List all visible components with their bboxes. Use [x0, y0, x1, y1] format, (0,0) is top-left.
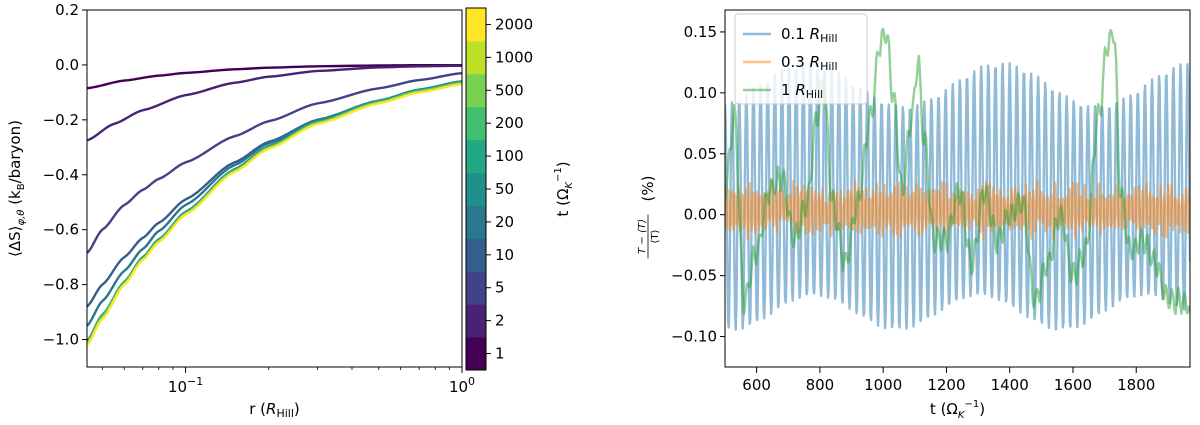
colorbar-tick-label: 100 — [495, 147, 524, 165]
colorbar-band — [466, 73, 486, 108]
right-x-axis-label: t (ΩK−1) — [930, 399, 985, 421]
legend-label: 0.3 RHill — [781, 53, 838, 73]
entropy-curve-t10 — [86, 71, 463, 254]
colorbar-bands — [466, 8, 486, 371]
left-plot-area — [87, 10, 462, 367]
left-y-axis-label: ⟨ΔS⟩φ,θ (kB/baryon) — [6, 120, 27, 257]
entropy-curves — [86, 63, 463, 346]
x-tick-label: 1200 — [927, 376, 965, 394]
colorbar-tick-label: 2 — [495, 312, 505, 330]
right-x-axis-ticks: 600 800 1000 1200 1400 1600 1800 — [742, 367, 1155, 394]
y-tick-label: 0.05 — [684, 145, 717, 163]
x-tick-label: 600 — [742, 376, 771, 394]
x-tick-label: 10−1 — [168, 375, 203, 396]
legend-items: 0.1 RHill 0.3 RHill 1 RHill — [743, 25, 838, 101]
legend-label: 1 RHill — [781, 81, 823, 101]
colorbar-band — [466, 304, 486, 338]
right-y-axis-label: T − ⟨T⟩ ⟨T⟩ (%) — [637, 176, 661, 259]
colorbar-band — [466, 205, 486, 239]
y-tick-label: −0.4 — [43, 166, 79, 184]
colorbar-tick-label: 10 — [495, 246, 514, 264]
y-tick-label: −0.8 — [43, 276, 79, 294]
colorbar-tick-label: 500 — [495, 81, 524, 99]
colorbar-label: t (ΩK−1) — [553, 161, 575, 216]
colorbar-ticks: 1 2 5 10 20 50 100 200 500 1000 2000 — [486, 15, 533, 363]
right-y-label-denominator: ⟨T⟩ — [650, 229, 661, 243]
temperature-series-2 — [725, 179, 1190, 241]
colorbar-band — [466, 271, 486, 305]
y-tick-label: 0.2 — [55, 1, 79, 19]
entropy-profile-panel: 0.2 0.0 −0.2 −0.4 −0.6 −0.8 −1.0 10−1 100 r (RH… — [6, 1, 475, 420]
y-tick-label: 0.10 — [684, 84, 717, 102]
x-tick-label: 1600 — [1054, 376, 1092, 394]
colorbar-tick-label: 200 — [495, 114, 524, 132]
colorbar-band — [466, 106, 486, 141]
entropy-curve-t2000 — [86, 82, 463, 346]
left-y-axis-ticks: 0.2 0.0 −0.2 −0.4 −0.6 −0.8 −1.0 — [43, 1, 87, 349]
colorbar-band — [466, 139, 486, 174]
y-tick-label: −0.2 — [43, 111, 79, 129]
right-y-label-unit: (%) — [639, 176, 657, 202]
colorbar-band — [466, 337, 486, 371]
y-tick-label: −0.10 — [671, 328, 717, 346]
legend: 0.1 RHill 0.3 RHill 1 RHill — [734, 13, 868, 105]
x-tick-label: 1000 — [864, 376, 902, 394]
x-tick-label: 1400 — [991, 376, 1029, 394]
left-plot-frame — [86, 9, 463, 368]
right-y-label-numerator: T − ⟨T⟩ — [637, 219, 648, 254]
temperature-fluctuation-panel: 0.15 0.10 0.05 0.00 −0.05 −0.10 600 800 1000 120… — [637, 9, 1191, 421]
colorbar-band — [466, 40, 486, 75]
entropy-curve-t2 — [86, 64, 463, 142]
colorbar-tick-label: 50 — [495, 180, 514, 198]
right-plot-frame — [724, 9, 1191, 368]
y-tick-label: 0.0 — [55, 56, 79, 74]
entropy-curve-t1 — [86, 63, 462, 90]
colorbar-tick-label: 1 — [495, 345, 505, 363]
legend-box — [734, 13, 868, 105]
colorbar-band — [466, 172, 486, 206]
colorbar-tick-label: 5 — [495, 279, 505, 297]
colorbar-tick-label: 2000 — [495, 15, 533, 33]
x-tick-label: 1800 — [1117, 376, 1155, 394]
colorbar-tick-label: 1000 — [495, 48, 533, 66]
y-tick-label: 0.15 — [684, 23, 717, 41]
colorbar-band — [466, 238, 486, 272]
y-tick-label: −1.0 — [43, 331, 79, 349]
left-x-axis-label: r (RHill) — [249, 400, 300, 420]
y-tick-label: −0.6 — [43, 221, 79, 239]
colorbar-tick-label: 20 — [495, 213, 514, 231]
time-colorbar: 1 2 5 10 20 50 100 200 500 1000 2000 t (ΩK−1) — [465, 7, 575, 371]
colorbar-band — [466, 8, 486, 42]
y-tick-label: −0.05 — [671, 267, 717, 285]
temperature-series-3 — [725, 27, 1190, 316]
x-tick-label: 800 — [806, 376, 835, 394]
left-x-axis-ticks: 10−1 100 — [101, 367, 475, 396]
x-tick-label: 100 — [449, 375, 475, 396]
y-tick-label: 0.00 — [684, 206, 717, 224]
right-y-axis-ticks: 0.15 0.10 0.05 0.00 −0.05 −0.10 — [671, 23, 725, 346]
legend-label: 0.1 RHill — [781, 25, 838, 45]
